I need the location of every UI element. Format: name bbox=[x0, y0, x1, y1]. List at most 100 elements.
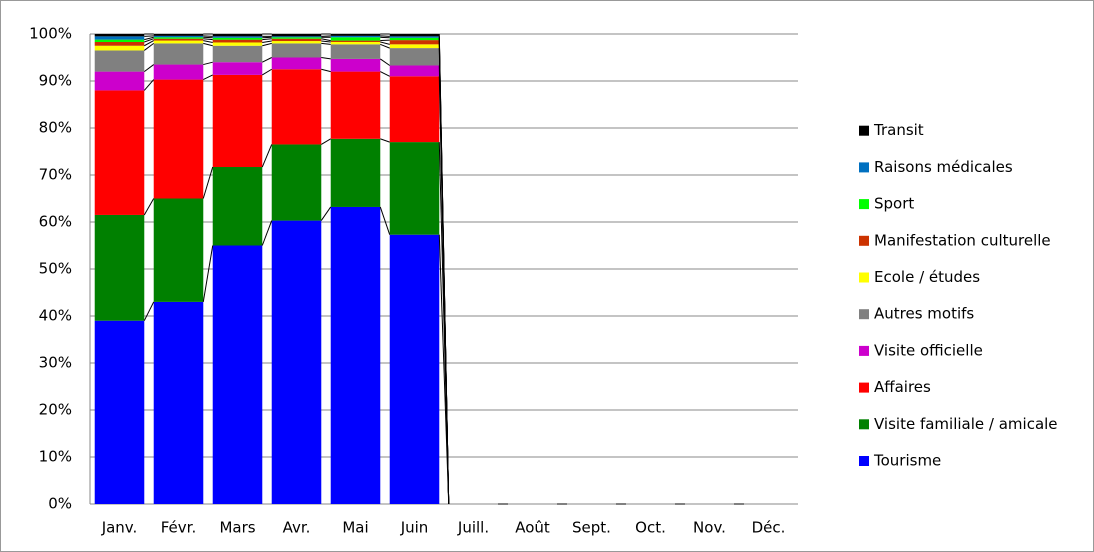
bar-segment bbox=[94, 50, 145, 72]
legend-swatch bbox=[859, 162, 869, 173]
x-tick-label: Déc. bbox=[752, 519, 786, 537]
bar-segment bbox=[94, 320, 145, 504]
series-line bbox=[380, 71, 390, 77]
series-line bbox=[203, 61, 213, 66]
legend-label: Visite familiale / amicale bbox=[874, 415, 1058, 433]
x-tick-label: Juin bbox=[400, 519, 429, 537]
series-line bbox=[380, 41, 390, 45]
series-line bbox=[143, 64, 155, 73]
bar-segment bbox=[153, 37, 204, 39]
legend-swatch bbox=[859, 125, 869, 136]
series-line bbox=[202, 245, 214, 302]
series-line bbox=[203, 38, 213, 41]
bar-segment bbox=[271, 36, 322, 38]
legend-label: Tourisme bbox=[873, 452, 941, 470]
x-tick-label: Sept. bbox=[572, 519, 611, 537]
series-line bbox=[321, 42, 331, 45]
bar-segment bbox=[271, 43, 322, 58]
legend-label: Affaires bbox=[874, 378, 931, 396]
bar-segment bbox=[389, 48, 440, 66]
series-line bbox=[262, 38, 272, 41]
bar-segment bbox=[94, 45, 145, 51]
legend-swatch bbox=[859, 456, 869, 466]
series-line bbox=[143, 198, 155, 216]
bar-segment bbox=[389, 40, 440, 45]
x-tick-label: Oct. bbox=[635, 519, 666, 537]
series-line bbox=[321, 57, 331, 60]
y-tick-label: 70% bbox=[39, 166, 72, 184]
bar-segment bbox=[212, 39, 263, 43]
series-line bbox=[143, 79, 155, 91]
bar-segment bbox=[94, 36, 145, 40]
legend-swatch bbox=[859, 345, 869, 356]
bar-segment bbox=[389, 142, 440, 235]
y-tick-label: 40% bbox=[39, 307, 72, 325]
series-line bbox=[261, 220, 273, 246]
bar-segment bbox=[212, 42, 263, 46]
series-line bbox=[261, 144, 273, 168]
bar-segment bbox=[212, 167, 263, 246]
series-line bbox=[262, 40, 272, 43]
bar-segment bbox=[330, 138, 381, 207]
legend-swatch bbox=[859, 272, 869, 283]
series-line bbox=[321, 38, 331, 42]
x-tick-label: Nov. bbox=[693, 519, 726, 537]
bar-segment bbox=[330, 58, 381, 72]
legend-label: Visite officielle bbox=[874, 341, 983, 359]
legend-label: Raisons médicales bbox=[874, 158, 1013, 176]
bar-segment bbox=[212, 34, 263, 37]
bar-segment bbox=[389, 34, 440, 37]
series-line bbox=[321, 40, 331, 43]
series-line bbox=[380, 43, 390, 49]
bar-segment bbox=[153, 38, 204, 41]
bar-segment bbox=[212, 45, 263, 63]
bar-segment bbox=[94, 41, 145, 46]
bar-segment bbox=[153, 198, 204, 302]
bar-segment bbox=[271, 41, 322, 44]
series-line bbox=[320, 206, 332, 221]
y-tick-label: 0% bbox=[48, 495, 72, 513]
bar-segment bbox=[153, 301, 204, 504]
legend-label: Manifestation culturelle bbox=[874, 231, 1051, 249]
bar-segment bbox=[94, 71, 145, 91]
series-line bbox=[143, 42, 155, 51]
legend-swatch bbox=[859, 419, 869, 430]
bar-segment bbox=[389, 76, 440, 143]
bar-segment bbox=[389, 65, 440, 77]
series-line bbox=[379, 58, 391, 66]
y-tick-label: 50% bbox=[39, 260, 72, 278]
legend-label: Ecole / études bbox=[874, 268, 980, 286]
series-line bbox=[321, 138, 331, 145]
legend-swatch bbox=[859, 382, 869, 393]
series-line bbox=[262, 42, 272, 47]
series-line bbox=[203, 74, 213, 81]
bar-segment bbox=[271, 38, 322, 42]
bar-segment bbox=[271, 57, 322, 70]
bar-segment bbox=[153, 43, 204, 65]
bar-segment bbox=[271, 220, 322, 504]
y-tick-label: 100% bbox=[29, 25, 72, 43]
bar-segment bbox=[271, 37, 322, 39]
x-tick-label: Janv. bbox=[101, 519, 138, 537]
series-line bbox=[202, 166, 214, 199]
series-line bbox=[144, 40, 154, 47]
bar-segment bbox=[389, 37, 440, 41]
bar-segment bbox=[330, 41, 381, 45]
bar-segment bbox=[389, 44, 440, 49]
x-tick-label: Mars bbox=[219, 519, 255, 537]
legend-label: Sport bbox=[874, 195, 914, 213]
series-line bbox=[143, 301, 155, 321]
bar-segment bbox=[212, 36, 263, 38]
bar-segment bbox=[271, 144, 322, 221]
bar-segment bbox=[212, 245, 263, 504]
series-line bbox=[380, 138, 390, 143]
bar-segment bbox=[94, 34, 145, 37]
bar-segment bbox=[389, 234, 440, 504]
bar-segment bbox=[153, 64, 204, 80]
bar-segment bbox=[330, 71, 381, 139]
bar-segment bbox=[330, 206, 381, 504]
series-line bbox=[262, 57, 272, 63]
x-tick-label: Mai bbox=[342, 519, 368, 537]
x-tick-label: Août bbox=[515, 519, 550, 537]
bar-segment bbox=[153, 40, 204, 44]
